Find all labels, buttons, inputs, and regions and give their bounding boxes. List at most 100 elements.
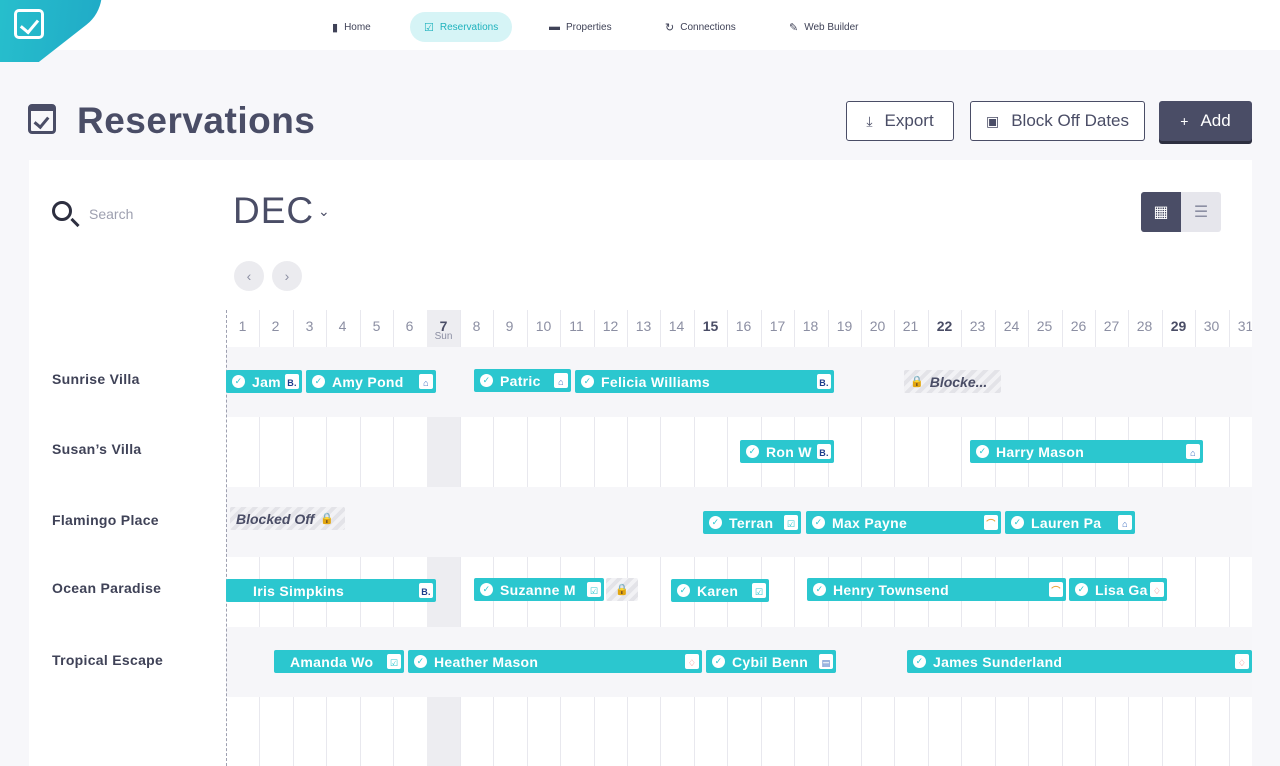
day-number[interactable]: 29 [1170,318,1187,334]
chevron-down-icon[interactable]: ⌄ [318,203,330,219]
day-number[interactable]: 3 [305,318,314,334]
reservation-bar[interactable]: ✓ Max Payne ⌒ [806,511,1001,534]
day-number[interactable]: 25 [1036,318,1053,334]
day-number[interactable]: 17 [769,318,786,334]
guest-name: Suzanne M [500,581,576,598]
day-number[interactable]: 11 [569,318,584,334]
month-selector[interactable]: DEC [233,190,315,231]
nav-home[interactable]: ▮ Home [318,12,385,42]
reservation-bar[interactable]: ✓ Jam B. [226,370,302,393]
day-number[interactable]: 23 [969,318,986,334]
blocked-dates-bar[interactable]: 🔒 Blocke... [904,370,1001,393]
app-logo[interactable] [0,0,104,62]
nav-web-builder[interactable]: ✎ Web Builder [775,12,873,42]
property-label: Sunrise Villa [52,371,140,387]
day-number[interactable]: 24 [1003,318,1020,334]
guest-name: Cybil Benn [732,653,809,670]
day-number[interactable]: 30 [1203,318,1220,334]
lock-icon: 🔒 [910,376,924,388]
day-number[interactable]: 13 [635,318,652,334]
reservation-bar[interactable]: Amanda Wo ☑ [274,650,404,673]
prev-month-button[interactable]: ‹ [234,261,264,291]
check-icon: ✓ [712,655,725,668]
check-icon: ✓ [677,584,690,597]
nav-label: Properties [566,21,612,33]
nav-properties[interactable]: ▬ Properties [535,12,626,42]
reservation-bar[interactable]: ✓ James Sunderland ♢ [907,650,1252,673]
day-number[interactable]: 26 [1070,318,1087,334]
export-button[interactable]: ⤓ Export [846,101,954,141]
reservation-bar[interactable]: ✓ Patric ⌂ [474,369,571,392]
guest-name: Amy Pond [332,373,404,390]
day-number[interactable]: 6 [405,318,414,334]
airbnb-icon: ♢ [685,654,699,669]
reservation-bar[interactable]: Iris Simpkins B. [226,579,436,602]
day-number[interactable]: 5 [372,318,381,334]
nav-reservations[interactable]: ☑ Reservations [410,12,513,42]
day-number[interactable]: 4 [338,318,347,334]
guest-name: Felicia Williams [601,373,710,390]
check-icon: ✓ [480,583,493,596]
reservation-bar[interactable]: ✓ Karen ☑ [671,579,769,602]
guest-name: Karen [697,582,739,599]
day-number[interactable]: 19 [836,318,853,334]
day-number[interactable]: 18 [802,318,819,334]
day-number[interactable]: 15 [702,318,719,334]
guest-name: Harry Mason [996,443,1085,460]
day-number[interactable]: 27 [1103,318,1120,334]
reservation-bar[interactable]: ✓ Harry Mason ⌂ [970,440,1203,463]
own-site-icon: ☑ [587,582,601,597]
day-number[interactable]: 20 [869,318,886,334]
day-number[interactable]: 28 [1136,318,1153,334]
vrbo-icon: ⌂ [554,373,568,388]
reservation-bar[interactable]: ✓ Felicia Williams B. [575,370,834,393]
top-nav-bar: ▮ Home ☑ Reservations ▬ Properties ↻ Con… [0,0,1280,62]
reservation-bar[interactable]: ✓ Terran ☑ [703,511,801,534]
reservation-bar[interactable]: ✓ Lisa Ga ♢ [1069,578,1167,601]
today-weekday: Sun [434,331,453,342]
day-number[interactable]: 10 [535,318,552,334]
day-number[interactable]: 21 [902,318,919,334]
calendar-view-button[interactable]: ▦ [1141,192,1181,232]
lock-icon: 🔒 [320,513,335,525]
nav-label: Reservations [439,21,499,33]
day-number[interactable]: 7 [439,318,448,334]
reservation-bar[interactable]: ✓ Cybil Benn ▤ [706,650,836,673]
guest-name: Henry Townsend [833,581,949,598]
reservation-bar[interactable]: ✓ Amy Pond ⌂ [306,370,436,393]
block-off-dates-button[interactable]: ▣ Block Off Dates [970,101,1145,141]
check-icon: ✓ [480,374,493,387]
nav-connections[interactable]: ↻ Connections [651,12,750,42]
blocked-dates-bar[interactable]: 🔒 [606,578,638,601]
own-site-icon: ☑ [752,583,766,598]
property-label: Flamingo Place [52,512,159,528]
blocked-dates-bar[interactable]: Blocked Off 🔒 [230,507,345,530]
add-button[interactable]: + Add [1159,101,1252,141]
list-view-button[interactable]: ☰ [1181,192,1221,232]
own-site-icon: ☑ [387,654,401,669]
day-number[interactable]: 12 [602,318,619,334]
calendar-x-icon: ▣ [985,112,1000,129]
check-icon: ✓ [813,583,826,596]
list-icon: ☰ [1193,204,1209,221]
check-icon: ✓ [232,375,245,388]
day-number[interactable]: 1 [238,318,247,334]
property-label: Ocean Paradise [52,580,162,596]
day-number[interactable]: 16 [735,318,752,334]
search-icon[interactable] [52,201,72,221]
day-number[interactable]: 8 [472,318,481,334]
reservation-bar[interactable]: ✓ Ron W B. [740,440,834,463]
day-number[interactable]: 31 [1237,318,1252,334]
calendar-check-icon [28,104,56,134]
search-input[interactable] [89,204,209,224]
day-number[interactable]: 9 [505,318,514,334]
day-number[interactable]: 22 [936,318,953,334]
reservation-bar[interactable]: ✓ Suzanne M ☑ [474,578,604,601]
day-number[interactable]: 2 [271,318,280,334]
reservation-bar[interactable]: ✓ Henry Townsend ⌒ [807,578,1066,601]
day-number[interactable]: 14 [668,318,685,334]
reservation-bar[interactable]: ✓ Heather Mason ♢ [408,650,702,673]
next-month-button[interactable]: › [272,261,302,291]
booking-icon: B. [285,374,299,389]
reservation-bar[interactable]: ✓ Lauren Pa ⌂ [1005,511,1135,534]
